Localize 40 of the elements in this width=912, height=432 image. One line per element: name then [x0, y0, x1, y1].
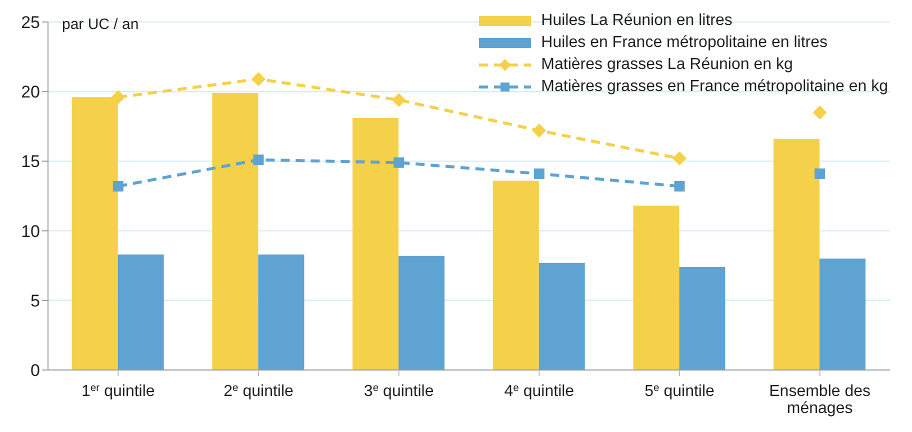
y-tick-label: 5	[30, 291, 40, 310]
x-tick-label: 1$^{er}$ quintile	[82, 382, 155, 400]
point	[253, 154, 264, 166]
y-tick-label: 15	[21, 152, 40, 172]
point	[252, 72, 266, 86]
bar	[633, 206, 680, 370]
point	[812, 105, 827, 120]
legend-label: Matières grasses La Réunion en kg	[541, 56, 793, 74]
legend-label: Huiles La Réunion en litres	[541, 12, 732, 30]
bar	[538, 262, 585, 370]
bar	[212, 92, 258, 370]
x-tick-label: 2$^{e}$ quintile	[224, 382, 294, 400]
point	[111, 90, 126, 104]
x-tick-label: 5$^{e}$ quintile	[644, 382, 715, 400]
bar	[258, 254, 304, 370]
bar	[492, 180, 539, 370]
point	[532, 124, 546, 138]
bar	[774, 138, 820, 370]
point	[674, 181, 685, 192]
y-tick-label: 20	[21, 82, 40, 102]
x-tick-label: Ensemble des ménages	[769, 383, 871, 417]
legend-label: Matières grasses en France métropolitaine en kg	[541, 78, 888, 96]
bar	[118, 254, 164, 370]
bar	[398, 256, 445, 370]
x-tick-label: 3$^{e}$ quintile	[364, 382, 434, 400]
y-axis-title: par UC / an	[62, 16, 139, 33]
y-tick-label: 25	[21, 13, 40, 32]
y-tick-label: 0	[30, 361, 40, 380]
point	[672, 151, 686, 166]
bar	[352, 118, 399, 370]
point	[112, 181, 124, 192]
point	[392, 92, 406, 107]
point	[814, 168, 826, 179]
bar	[679, 266, 726, 370]
y-tick-label: 10	[21, 222, 40, 241]
bar	[820, 258, 866, 370]
point	[534, 168, 544, 179]
point	[394, 157, 404, 168]
legend-label: Huiles en France métropolitaine en litres	[541, 34, 828, 52]
x-tick-label: 4$^{e}$ quintile	[504, 382, 574, 400]
